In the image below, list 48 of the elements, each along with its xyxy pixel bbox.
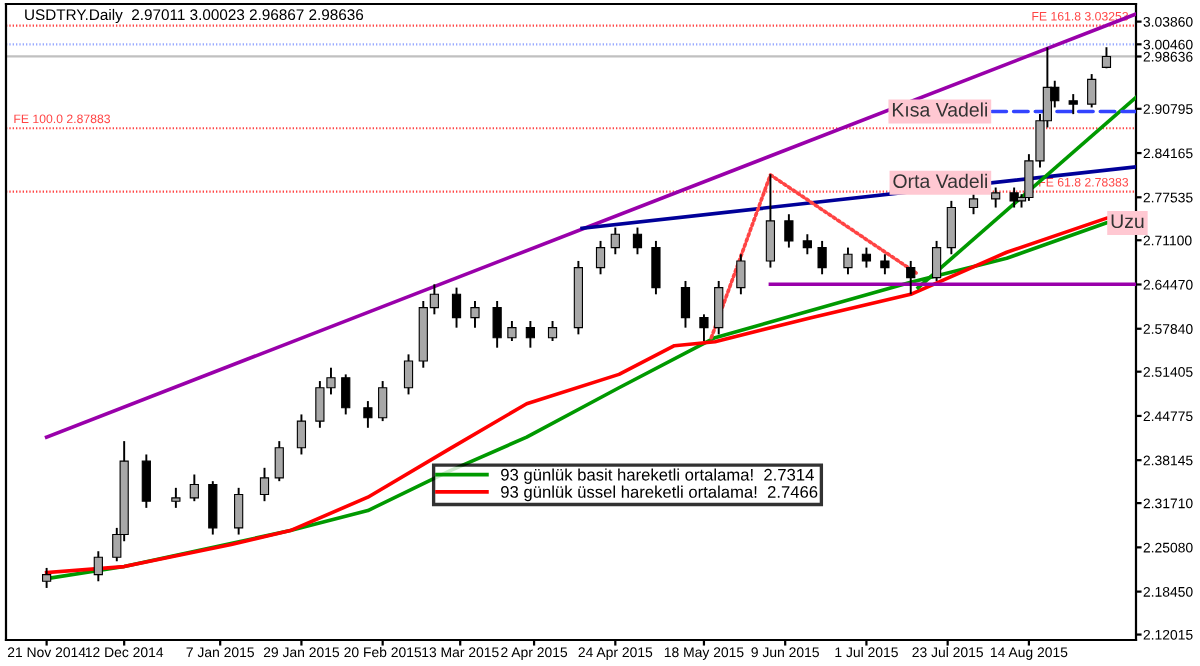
candlestick [547, 320, 558, 342]
candlestick [736, 253, 746, 296]
candlestick [931, 239, 942, 282]
candlestick [403, 353, 414, 396]
candlestick [451, 286, 462, 329]
candlestick [610, 226, 620, 256]
candlestick [378, 380, 388, 423]
candlestick [861, 246, 872, 269]
candlestick [492, 300, 502, 349]
candlestick [968, 193, 979, 216]
candlestick [234, 486, 244, 536]
candlestick [259, 466, 270, 503]
annotation: Uzu [1111, 214, 1144, 229]
candlestick [802, 233, 812, 256]
legend-label: 93 günlük üssel hareketli ortalama! 2.7466 [501, 485, 818, 502]
candlestick [632, 226, 643, 256]
candlestick [906, 259, 916, 296]
annotation: Kısa Vadeli [892, 102, 987, 117]
candlestick [274, 440, 284, 483]
candlestick [42, 566, 52, 589]
candlestick [1068, 93, 1078, 116]
candlestick [595, 239, 606, 276]
candlestick [93, 550, 103, 583]
candlestick [817, 239, 827, 276]
candlestick [843, 246, 853, 276]
candlestick [651, 239, 661, 296]
candlestick [1087, 73, 1097, 109]
candlestick [141, 453, 151, 509]
candlestick [699, 313, 709, 342]
candlestick [765, 173, 776, 269]
candlestick [208, 480, 218, 536]
candlestick [363, 400, 373, 429]
candlestick [341, 373, 351, 416]
candlestick [171, 486, 181, 509]
candlestick [991, 186, 1001, 209]
legend-label: 93 günlük basit hareketli ortalama! 2.7314 [501, 468, 814, 484]
candlestick [470, 300, 480, 329]
candlestick [680, 279, 691, 329]
annotation: Orta Vadeli [893, 173, 987, 189]
candlestick [946, 199, 956, 256]
candlestick [525, 320, 535, 349]
candlestick [1009, 186, 1019, 209]
candlestick [880, 253, 890, 276]
candlestick [784, 213, 794, 249]
candlestick [296, 413, 307, 456]
candlestick [507, 320, 517, 342]
candlestick [714, 279, 724, 336]
candlestick [189, 473, 199, 503]
